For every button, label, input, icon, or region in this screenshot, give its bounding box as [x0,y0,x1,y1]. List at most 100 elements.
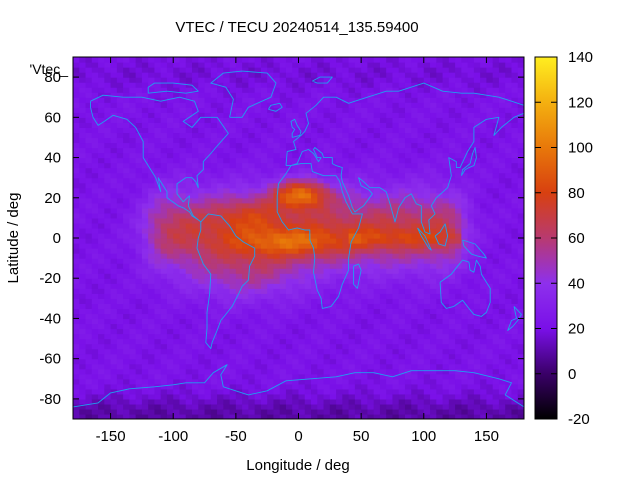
vtec-cell [361,358,368,365]
vtec-cell [480,328,488,335]
vtec-cell [442,122,450,128]
vtec-cell [285,212,293,219]
vtec-cell [304,82,312,88]
vtec-cell [154,82,162,88]
vtec-cell [392,67,400,73]
vtec-cell [448,358,456,365]
vtec-cell [198,278,206,284]
vtec-cell [317,288,325,294]
vtec-cell [98,263,105,269]
vtec-cell [486,222,494,229]
vtec-cell [210,258,218,264]
vtec-cell [448,107,456,113]
vtec-cell [110,243,118,249]
vtec-cell [110,142,118,149]
vtec-cell [279,328,287,335]
vtec-cell [91,343,99,350]
vtec-cell [292,278,300,284]
vtec-cell [386,72,394,78]
vtec-cell [123,263,130,269]
vtec-cell [98,172,105,179]
vtec-cell [210,102,218,108]
vtec-cell [85,363,93,370]
vtec-cell [292,243,300,249]
vtec-cell [329,157,337,164]
vtec-cell [430,398,437,405]
vtec-cell [342,77,350,83]
vtec-cell [85,147,93,154]
vtec-cells [73,57,524,419]
vtec-cell [260,87,268,93]
vtec-cell [229,383,237,390]
vtec-cell [279,283,287,289]
vtec-cell [254,293,262,299]
vtec-cell [498,222,506,229]
vtec-cell [260,318,268,325]
vtec-cell [179,323,187,330]
vtec-cell [298,232,306,239]
vtec-cell [273,232,281,239]
vtec-cell [304,273,312,279]
vtec-cell [166,127,174,134]
vtec-cell [204,62,212,68]
vtec-cell [285,72,293,78]
vtec-cell [260,323,268,330]
vtec-cell [185,323,193,330]
vtec-cell [91,162,99,169]
vtec-cell [304,72,312,78]
vtec-cell [436,117,444,123]
vtec-cell [179,157,187,164]
vtec-cell [135,353,143,360]
vtec-cell [348,222,356,229]
vtec-cell [404,343,412,350]
vtec-cell [135,97,143,103]
vtec-cell [448,137,456,144]
vtec-cell [379,368,387,375]
vtec-cell [354,318,362,325]
vtec-cell [417,117,425,123]
vtec-cell [348,107,356,113]
vtec-cell [267,333,275,340]
vtec-cell [198,142,206,149]
vtec-cell [260,77,268,83]
vtec-cell [486,82,494,88]
vtec-cell [229,243,237,249]
vtec-cell [342,202,350,209]
vtec-cell [242,333,249,340]
vtec-cell [498,333,506,340]
vtec-cell [279,303,287,309]
vtec-cell [98,253,105,259]
vtec-cell [173,152,181,159]
vtec-cell [229,72,237,78]
vtec-cell [467,147,475,154]
vtec-cell [498,268,506,274]
vtec-cell [292,353,300,360]
vtec-cell [436,258,444,264]
vtec-cell [423,217,431,224]
vtec-cell [204,182,212,189]
vtec-cell [116,283,124,289]
vtec-cell [185,127,193,134]
vtec-cell [392,343,400,350]
vtec-cell [104,132,112,139]
vtec-cell [423,107,431,113]
vtec-cell [267,343,275,350]
vtec-cell [323,82,331,88]
vtec-cell [417,77,425,83]
vtec-cell [329,222,337,229]
vtec-cell [304,147,312,154]
vtec-cell [267,308,275,315]
vtec-cell [254,243,262,249]
vtec-cell [166,288,174,294]
vtec-cell [79,202,87,209]
vtec-cell [248,102,256,108]
vtec-cell [141,378,149,385]
vtec-cell [123,112,130,118]
vtec-cell [373,197,381,204]
vtec-cell [91,313,99,320]
vtec-cell [267,207,275,214]
vtec-cell [455,57,462,63]
vtec-cell [436,197,444,204]
vtec-cell [104,368,112,375]
vtec-cell [91,82,99,88]
